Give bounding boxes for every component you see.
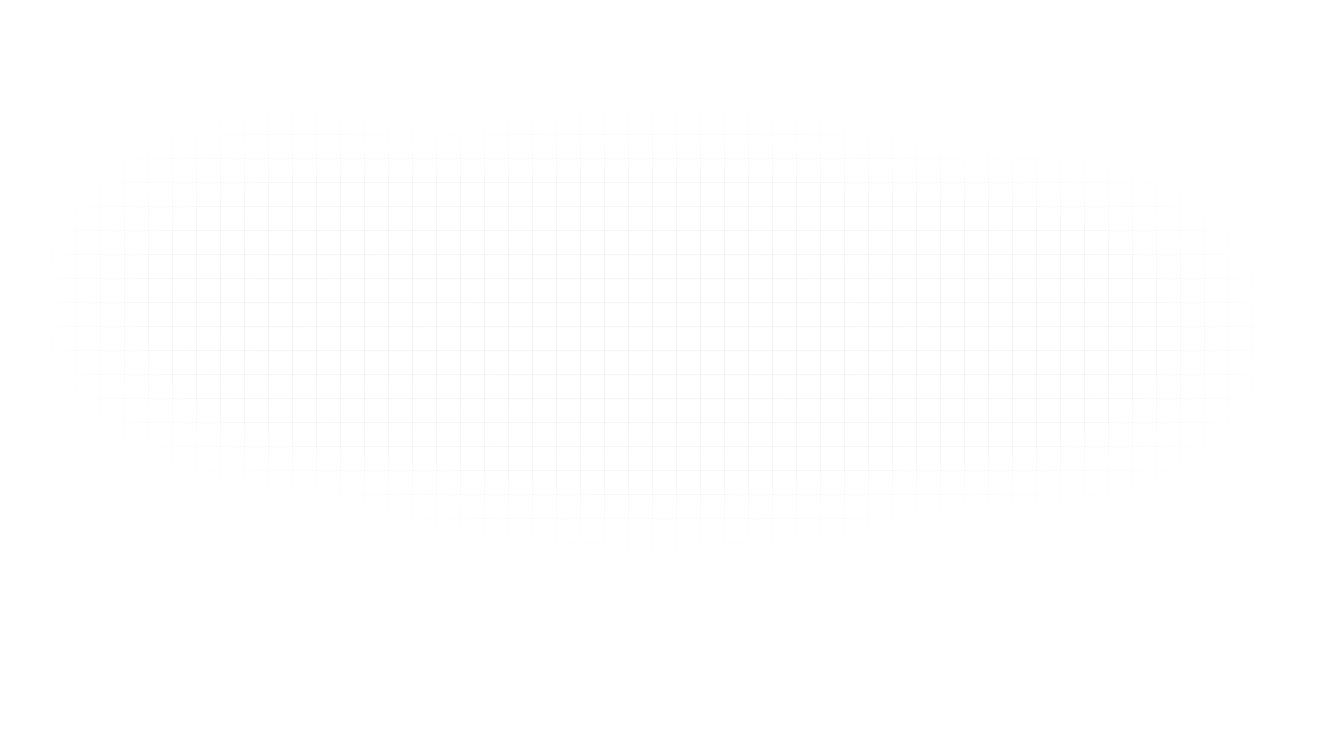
blank-canvas <box>0 0 1325 731</box>
background-grid-pattern <box>0 0 1325 731</box>
